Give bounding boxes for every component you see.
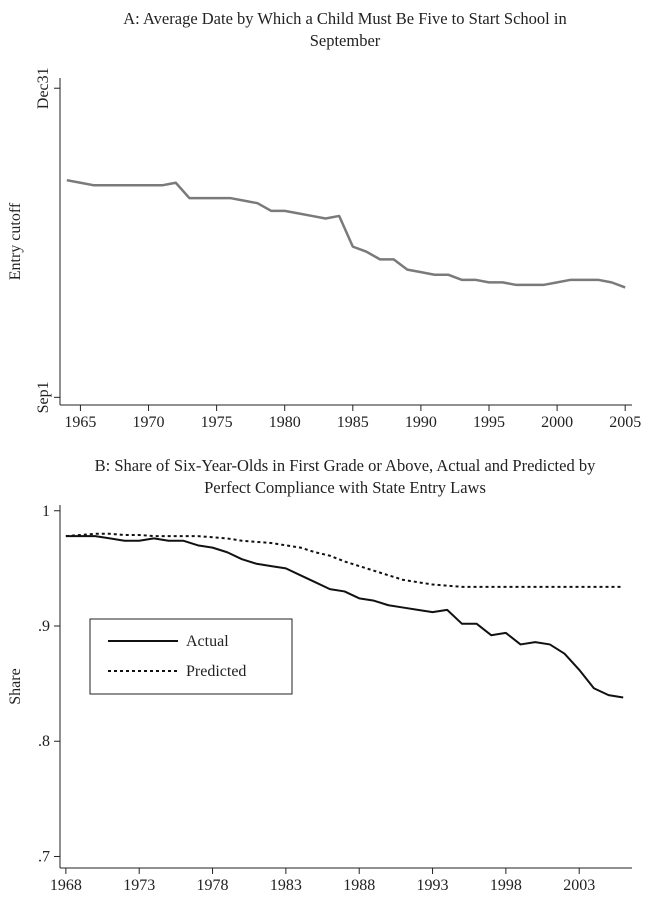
- x-tick-label: 1985: [337, 414, 369, 431]
- legend-label: Actual: [186, 633, 229, 650]
- x-tick-label: 1990: [405, 414, 437, 431]
- x-tick-label: 1975: [201, 414, 233, 431]
- x-tick-label: 1983: [270, 877, 302, 894]
- y-tick-label: Sep1: [35, 381, 52, 413]
- x-tick-label: 1998: [490, 877, 522, 894]
- legend-box: [89, 618, 293, 695]
- data-line: [65, 532, 624, 588]
- x-tick-label: 1970: [133, 414, 165, 431]
- y-tick-label: .9: [38, 618, 50, 635]
- x-tick-label: 2000: [541, 414, 573, 431]
- x-tick-label: 1968: [50, 877, 82, 894]
- chart-title: A: Average Date by Which a Child Must Be…: [123, 9, 567, 50]
- x-tick-label: 1993: [417, 877, 449, 894]
- legend-label: Predicted: [186, 663, 246, 680]
- y-axis-label: Entry cutoff: [7, 202, 24, 280]
- chart-title: B: Share of Six-Year-Olds in First Grade…: [94, 456, 596, 497]
- y-axis-label: Share: [7, 668, 24, 704]
- x-tick-label: 2005: [609, 414, 641, 431]
- x-tick-label: 1973: [123, 877, 155, 894]
- y-tick-label: .8: [38, 733, 50, 750]
- data-line: [65, 535, 624, 699]
- y-tick-label: 1: [42, 503, 50, 520]
- x-tick-label: 1980: [269, 414, 301, 431]
- x-tick-label: 1988: [343, 877, 375, 894]
- data-line: [66, 178, 626, 289]
- y-tick-label: .7: [38, 848, 50, 865]
- y-tick-label: Dec31: [35, 67, 52, 109]
- x-tick-label: 1965: [64, 414, 96, 431]
- x-tick-label: 1978: [197, 877, 229, 894]
- x-tick-label: 1995: [473, 414, 505, 431]
- x-tick-label: 2003: [563, 877, 595, 894]
